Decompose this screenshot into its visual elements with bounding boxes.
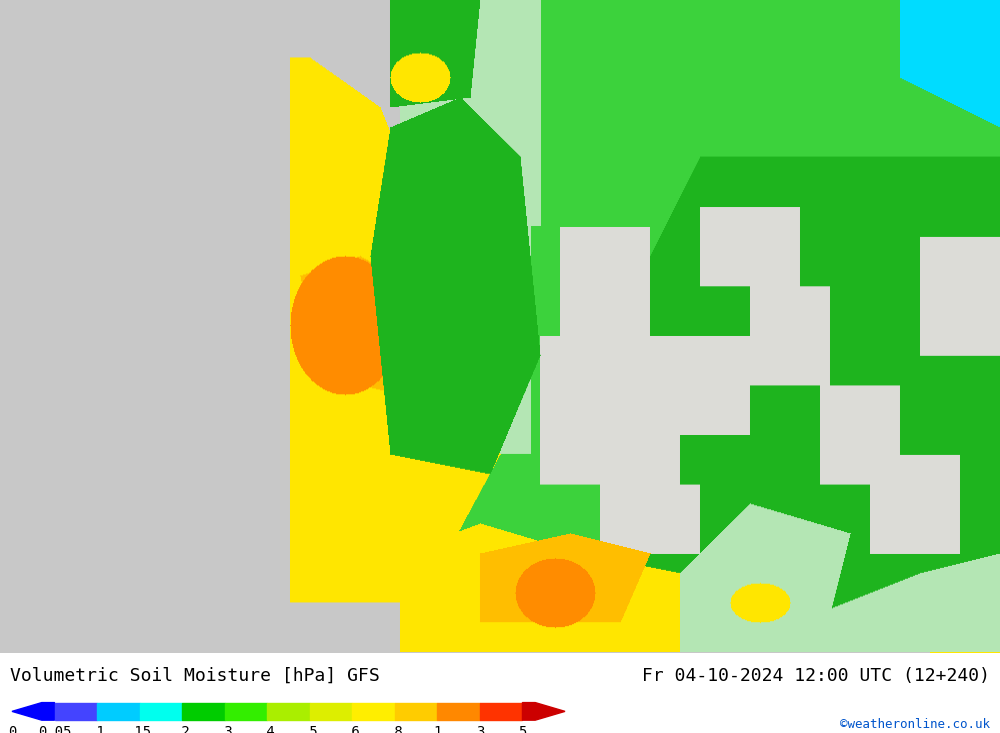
Bar [55,702,97,720]
Bar [140,702,182,720]
Text: 3: 3 [476,724,484,733]
Bar [182,702,225,720]
Text: .15: .15 [127,724,152,733]
Bar [352,702,395,720]
Bar [310,702,352,720]
Polygon shape [12,702,55,720]
Bar [97,702,140,720]
Polygon shape [522,702,565,720]
Text: 0.05: 0.05 [38,724,71,733]
Bar [395,702,437,720]
Text: .1: .1 [89,724,105,733]
Text: .6: .6 [344,724,361,733]
Text: .4: .4 [259,724,276,733]
Text: 5: 5 [518,724,527,733]
Text: .3: .3 [216,724,233,733]
Text: 1: 1 [433,724,442,733]
Text: .2: .2 [174,724,191,733]
Text: Volumetric Soil Moisture [hPa] GFS: Volumetric Soil Moisture [hPa] GFS [10,667,380,685]
Text: 0: 0 [8,724,16,733]
Bar [437,702,480,720]
Text: .8: .8 [386,724,403,733]
Text: Fr 04-10-2024 12:00 UTC (12+240): Fr 04-10-2024 12:00 UTC (12+240) [642,667,990,685]
Bar [225,702,267,720]
Bar [480,702,522,720]
Text: ©weatheronline.co.uk: ©weatheronline.co.uk [840,718,990,732]
Bar [267,702,310,720]
Text: .5: .5 [301,724,318,733]
